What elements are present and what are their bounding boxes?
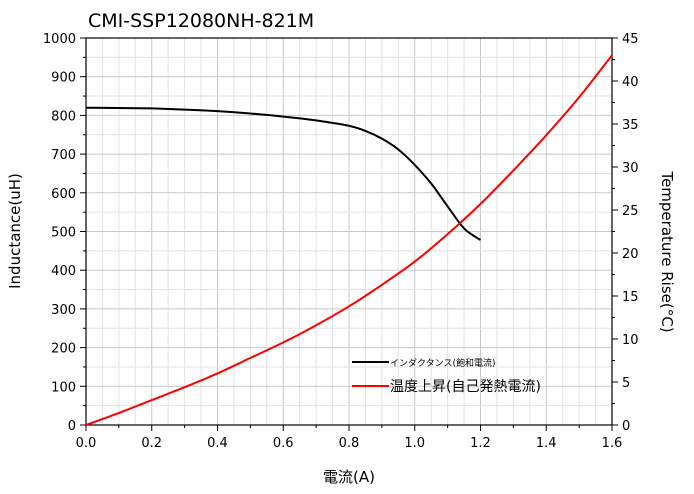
y2-axis-title: Temperature Rise(°C) (658, 170, 676, 332)
x-tick-label: 1.2 (470, 436, 491, 451)
y2-tick-label: 5 (622, 376, 630, 391)
x-tick-label: 0.4 (207, 436, 228, 451)
legend-label-inductance: インダクタンス(飽和電流) (390, 357, 495, 369)
x-axis-title: 電流(A) (323, 468, 375, 486)
x-tick-label: 1.0 (404, 436, 425, 451)
y2-tick-label: 15 (622, 290, 639, 305)
y2-tick-label: 30 (622, 161, 639, 176)
y-tick-label: 1000 (43, 32, 76, 47)
grid (86, 38, 612, 425)
y2-tick-label: 25 (622, 204, 639, 219)
ticks: 0.0 0.2 0.4 0.6 0.8 1.0 1.2 1.4 1.60100200300400… (43, 32, 639, 451)
x-tick-label: 0.2 (141, 436, 162, 451)
y-tick-label: 400 (51, 264, 76, 279)
x-tick-label: 0.0 (76, 436, 97, 451)
y-tick-label: 900 (51, 71, 76, 86)
y-axis-title: Inductance(uH) (6, 173, 24, 289)
y-tick-label: 500 (51, 226, 76, 241)
x-tick-label: 0.8 (339, 436, 360, 451)
y2-tick-label: 40 (622, 75, 639, 90)
x-tick-label: 1.4 (536, 436, 557, 451)
y2-tick-label: 20 (622, 247, 639, 262)
legend: インダクタンス(飽和電流) 温度上昇(自己発熱電流) (352, 357, 541, 395)
x-tick-label: 0.6 (273, 436, 294, 451)
y-tick-label: 600 (51, 187, 76, 202)
series-layer (85, 54, 613, 426)
y-tick-label: 800 (51, 109, 76, 124)
chart-title: CMI-SSP12080NH-821M (88, 10, 314, 32)
legend-label-temperature: 温度上昇(自己発熱電流) (390, 379, 541, 395)
y-tick-label: 300 (51, 303, 76, 318)
y-tick-label: 200 (51, 342, 76, 357)
y2-tick-label: 10 (622, 333, 639, 348)
y2-tick-label: 35 (622, 118, 639, 133)
y2-tick-label: 0 (622, 419, 630, 434)
y-tick-label: 100 (51, 380, 76, 395)
series-line-temperature (85, 54, 613, 426)
series-line-inductance (85, 106, 482, 241)
y-tick-label: 700 (51, 148, 76, 163)
x-tick-label: 1.6 (602, 436, 623, 451)
y2-tick-label: 45 (622, 32, 639, 47)
y-tick-label: 0 (68, 419, 76, 434)
